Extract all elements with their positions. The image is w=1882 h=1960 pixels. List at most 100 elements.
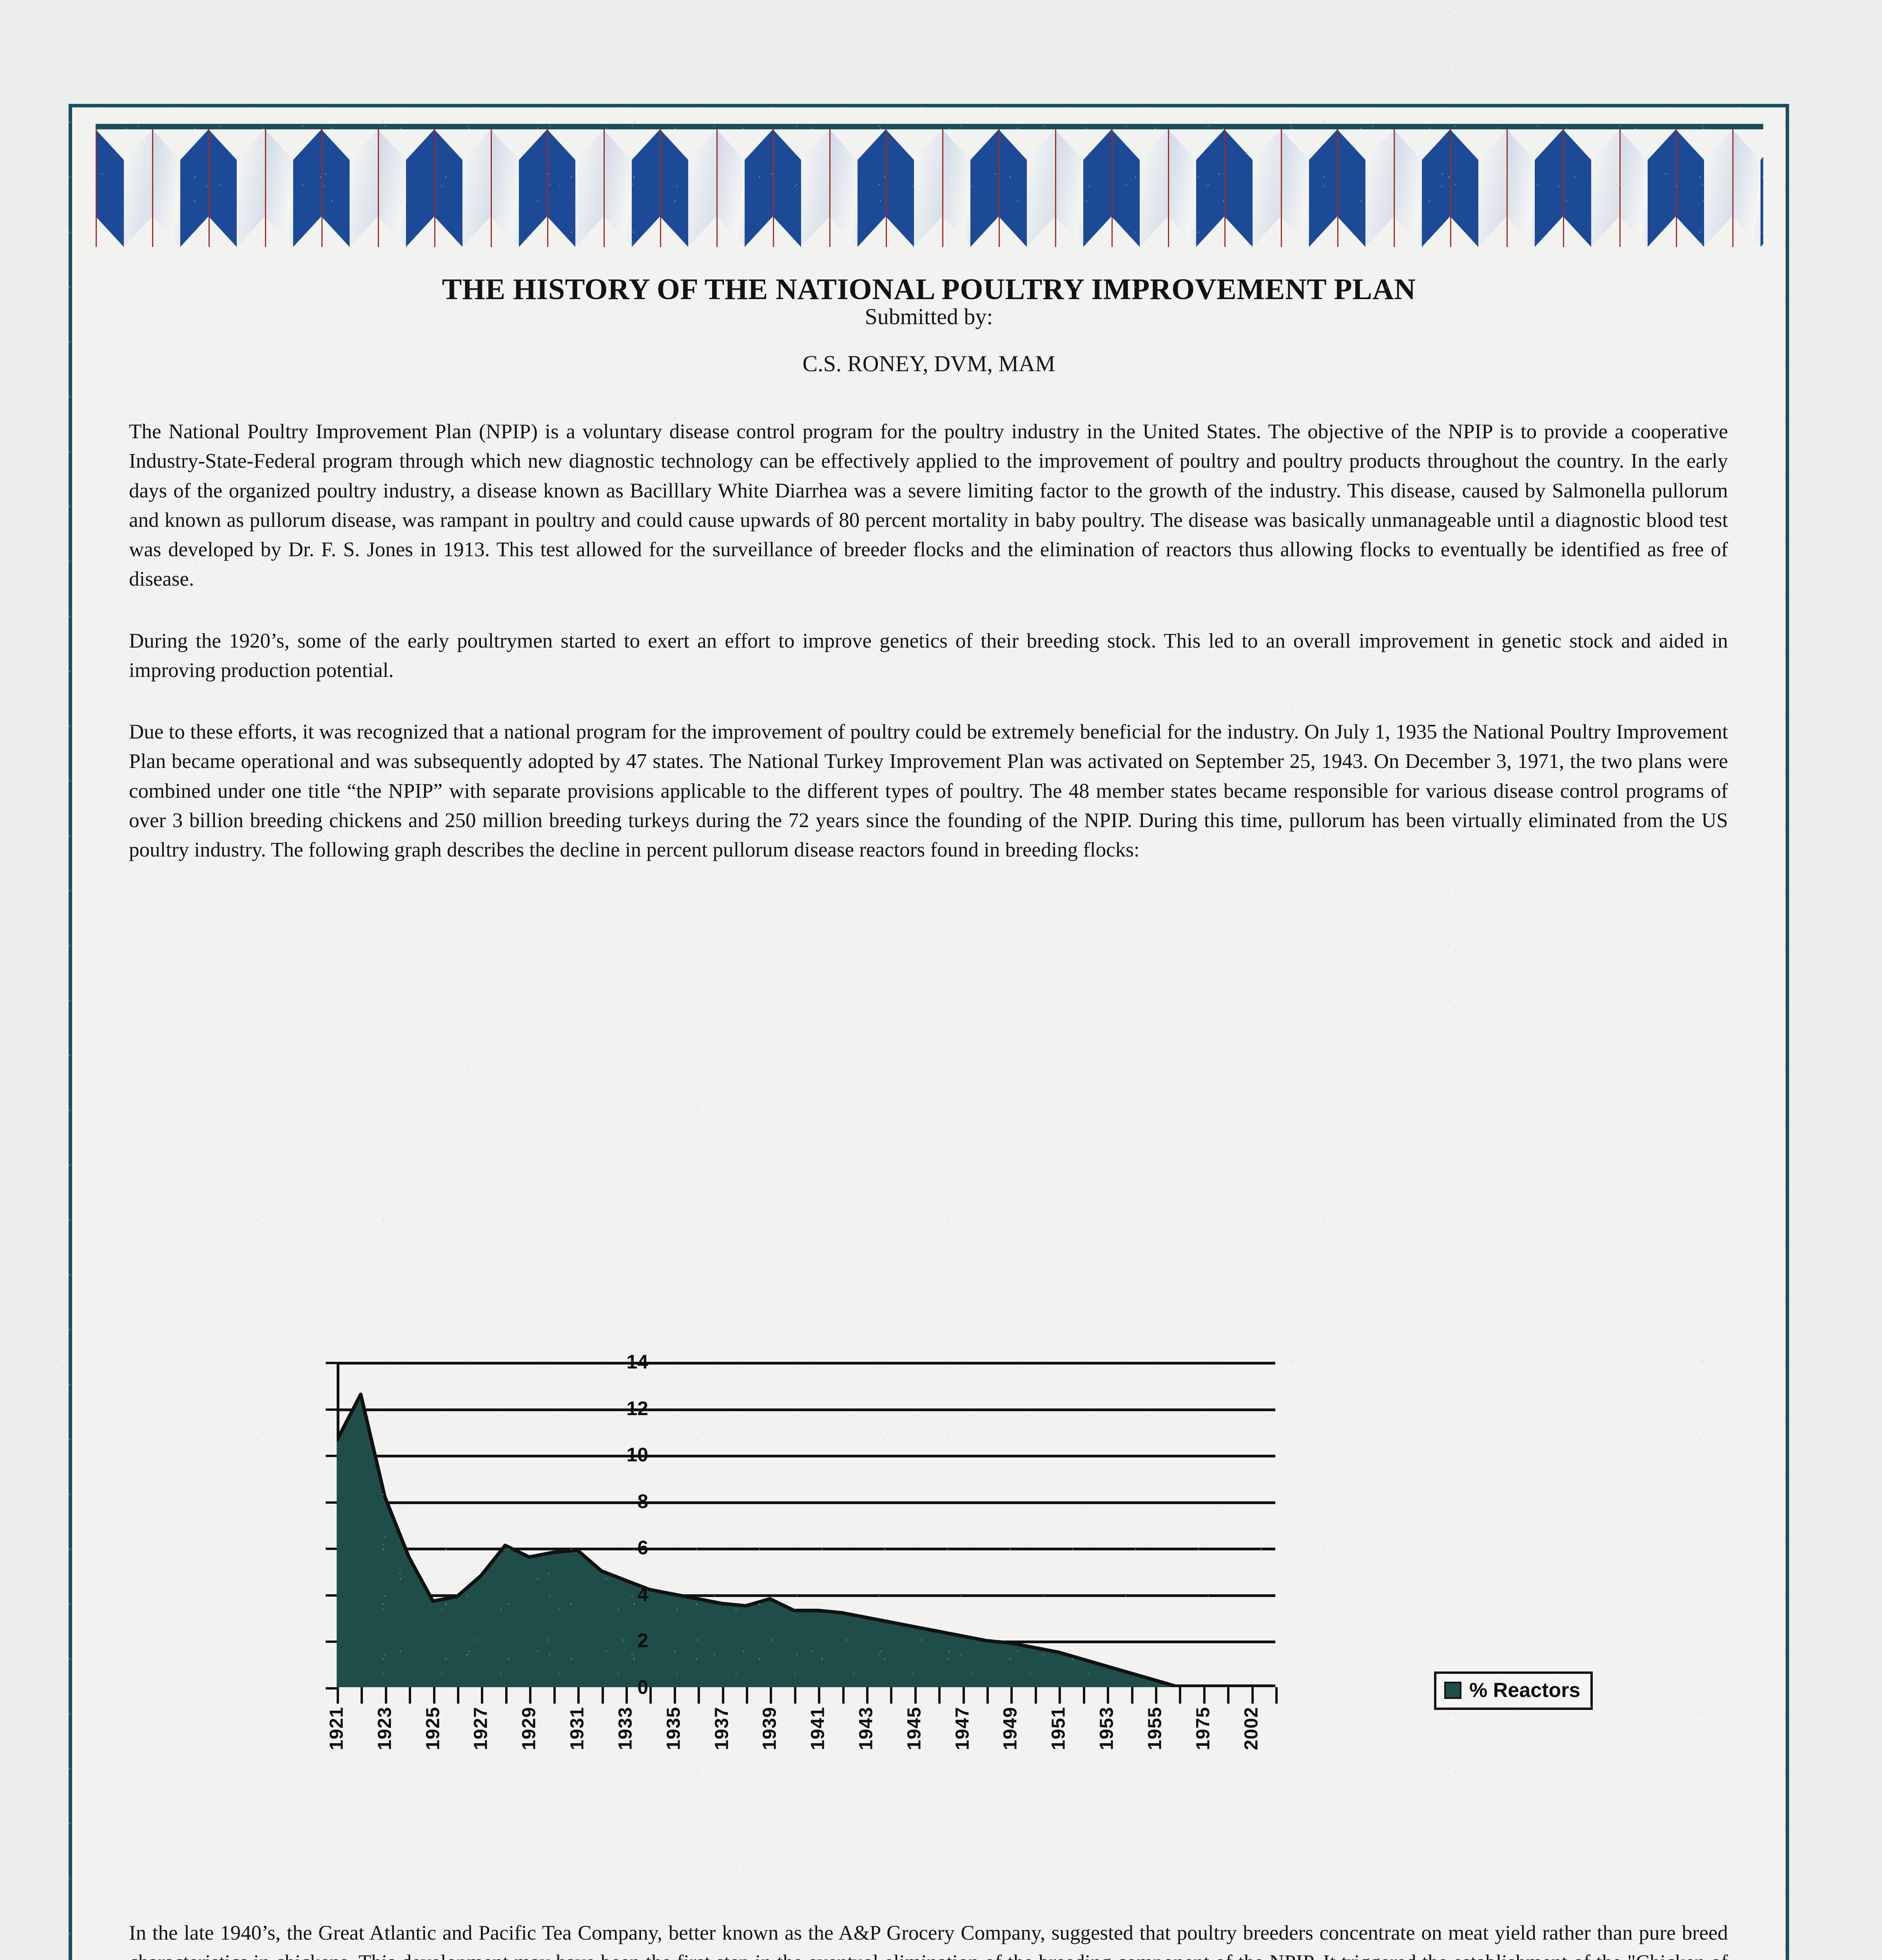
chart-x-label: 1947 [952, 1707, 973, 1750]
chart-x-tick [745, 1687, 748, 1704]
ribbon-segment [1450, 129, 1507, 247]
ribbon-segment [491, 129, 547, 247]
chart-x-tick [1034, 1687, 1037, 1704]
chart-y-tick [326, 1548, 337, 1550]
chart-x-tick [529, 1687, 532, 1704]
chart-x-tick [601, 1687, 604, 1704]
ribbon-segment [321, 129, 378, 247]
chart-x-tick [337, 1687, 339, 1704]
chart-x-tick [842, 1687, 845, 1704]
chart-gridline [337, 1501, 1275, 1504]
chart-plot-area [326, 1362, 1275, 1690]
chart-x-tick [1131, 1687, 1133, 1704]
chart-legend: % Reactors [1434, 1671, 1593, 1710]
submitted-by-label: Submitted by: [865, 304, 993, 329]
chart-x-tick [938, 1687, 941, 1704]
chart-x-label: 1955 [1144, 1707, 1166, 1750]
paragraph-3: Due to these efforts, it was recognized … [129, 720, 1728, 861]
ribbon-segment [604, 129, 660, 247]
chart-y-tick [326, 1687, 337, 1690]
body-text-after-chart: In the late 1940’s, the Great Atlantic a… [129, 1918, 1728, 1960]
ribbon-segment [773, 129, 829, 247]
chart-x-label: 1949 [1000, 1707, 1021, 1750]
chart-y-label: 4 [637, 1583, 648, 1605]
chart-gridline [337, 1455, 1275, 1458]
ribbon-segment [378, 129, 434, 247]
chart-x-tick [457, 1687, 460, 1704]
chart-x-tick [481, 1687, 484, 1704]
ribbon-segment [1111, 129, 1168, 247]
ribbon-segment [716, 129, 773, 247]
chart-x-label: 1933 [615, 1707, 636, 1750]
chart-x-tick [553, 1687, 556, 1704]
page-title: THE HISTORY OF THE NATIONAL POULTRY IMPR… [442, 272, 1416, 306]
chart-x-tick [914, 1687, 917, 1704]
chart-gridline [337, 1594, 1275, 1597]
chart-x-label: 1943 [856, 1707, 877, 1750]
chart-x-label: 1953 [1096, 1707, 1117, 1750]
chart-x-tick [962, 1687, 965, 1704]
chart-x-tick [986, 1687, 989, 1704]
legend-swatch-icon [1444, 1682, 1461, 1699]
chart-x-tick [361, 1687, 363, 1704]
chart-y-tick [326, 1641, 337, 1643]
chart-x-label: 1921 [326, 1707, 347, 1750]
chart-x-label: 1945 [904, 1707, 925, 1750]
ribbon-segment [1732, 129, 1763, 247]
chart-x-label: 1937 [711, 1707, 732, 1750]
page-frame: THE HISTORY OF THE NATIONAL POULTRY IMPR… [69, 104, 1789, 1960]
chart-x-label: 1935 [663, 1707, 684, 1750]
ribbon-segment [942, 129, 999, 247]
chart-x-tick [409, 1687, 412, 1704]
ribbon-segment [547, 129, 604, 247]
pullorum-reactors-chart: 0 2 4 6 8 10 12 14 1921 1923 1925 1927 1929 1931 1933… [241, 1351, 1691, 1852]
ribbon-segment [829, 129, 886, 247]
chart-y-label: 2 [637, 1630, 648, 1652]
chart-x-label: 1929 [519, 1707, 540, 1750]
paragraph-2: During the 1920’s, some of the early pou… [129, 629, 1728, 682]
chart-x-tick [1107, 1687, 1110, 1704]
chart-x-tick [1155, 1687, 1157, 1704]
chart-x-label: 1927 [470, 1707, 491, 1750]
body-text: The National Poultry Improvement Plan (N… [129, 417, 1728, 865]
chart-x-tick [890, 1687, 893, 1704]
ribbon-segment [1563, 129, 1619, 247]
paragraph-4: In the late 1940’s, the Great Atlantic a… [129, 1922, 1728, 1960]
chart-x-ticks [337, 1687, 1278, 1704]
chart-y-tick [326, 1362, 337, 1364]
chart-gridline [337, 1408, 1275, 1411]
chart-x-label: 1925 [422, 1707, 444, 1750]
chart-y-label: 12 [626, 1397, 648, 1419]
chart-x-tick [818, 1687, 821, 1704]
chart-x-tick [505, 1687, 508, 1704]
chart-x-tick [433, 1687, 435, 1704]
chart-x-label: 1923 [374, 1707, 395, 1750]
ribbon-segment [1394, 129, 1450, 247]
chart-y-tick [326, 1408, 337, 1411]
chart-x-tick [625, 1687, 628, 1704]
chart-y-tick [326, 1455, 337, 1457]
legend-label: % Reactors [1469, 1679, 1581, 1702]
chart-x-tick [673, 1687, 676, 1704]
chart-x-tick [1203, 1687, 1206, 1704]
chart-x-label: 1941 [807, 1707, 829, 1750]
chart-x-tick [384, 1687, 387, 1704]
chart-y-label: 14 [626, 1351, 648, 1373]
chart-x-label: 2002 [1241, 1707, 1262, 1750]
chart-gridline [337, 1362, 1275, 1365]
chart-y-tick [326, 1594, 337, 1597]
chart-y-label: 8 [637, 1490, 648, 1512]
chart-x-tick [722, 1687, 724, 1704]
ribbon-segment [660, 129, 716, 247]
ribbon-segment [96, 129, 152, 247]
chart-x-label: 1931 [567, 1707, 588, 1750]
ribbon-segment [152, 129, 209, 247]
chart-x-tick [1227, 1687, 1230, 1704]
chart-x-tick [649, 1687, 652, 1704]
chart-x-tick [1082, 1687, 1085, 1704]
ribbon-segment [1676, 129, 1732, 247]
ribbon-segment [1224, 129, 1281, 247]
chart-area-series [337, 1392, 1275, 1687]
ribbon-segment [1168, 129, 1224, 247]
ribbon-segment [1281, 129, 1337, 247]
